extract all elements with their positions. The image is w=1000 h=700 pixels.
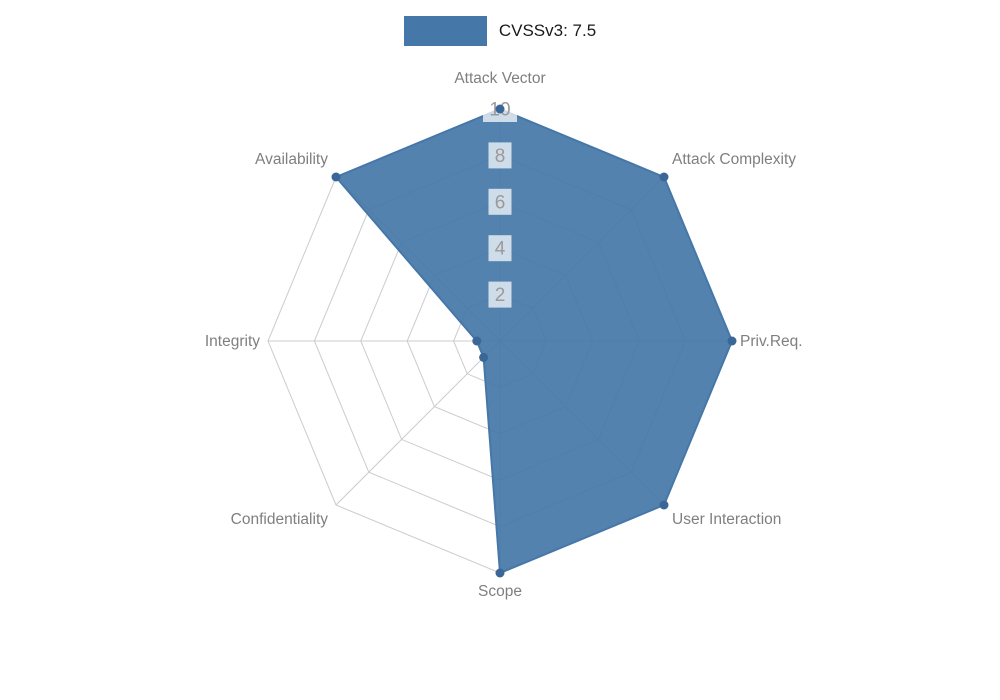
radar-spoke — [335, 340, 501, 506]
radar-series-marker — [472, 336, 482, 346]
radar-axis-label-integrity: Integrity — [205, 333, 260, 350]
radar-axis-label-attack-vector: Attack Vector — [454, 70, 545, 87]
radar-axis-label-attack-complexity: Attack Complexity — [672, 151, 796, 168]
radar-tick-label: 4 — [495, 239, 506, 260]
legend-swatch — [403, 16, 487, 46]
radar-tick-bg — [488, 142, 512, 169]
radar-tick-bg — [488, 281, 512, 308]
radar-series-marker — [495, 104, 505, 114]
radar-axis-label-user-interaction: User Interaction — [672, 511, 781, 528]
radar-axis-label-priv-req: Priv.Req. — [740, 333, 803, 350]
radar-tick-label: 8 — [495, 146, 506, 167]
radar-tick-label: 6 — [495, 192, 506, 213]
radar-series-marker — [659, 172, 669, 182]
radar-axis-label-scope: Scope — [478, 583, 522, 600]
radar-series-marker — [659, 500, 669, 510]
radar-axis-label-confidentiality: Confidentiality — [231, 511, 329, 528]
radar-series-marker — [479, 352, 489, 362]
radar-series-marker — [331, 172, 341, 182]
radar-axis-label-availability: Availability — [255, 151, 328, 168]
radar-tick-label: 2 — [495, 285, 506, 306]
legend-label: CVSSv3: 7.5 — [498, 21, 597, 40]
radar-series-marker — [727, 336, 737, 346]
radar-tick-bg — [488, 188, 512, 215]
chart-legend[interactable]: CVSSv3: 7.5 — [0, 16, 1000, 46]
radar-tick-bg — [488, 235, 512, 262]
radar-series-marker — [495, 568, 505, 578]
